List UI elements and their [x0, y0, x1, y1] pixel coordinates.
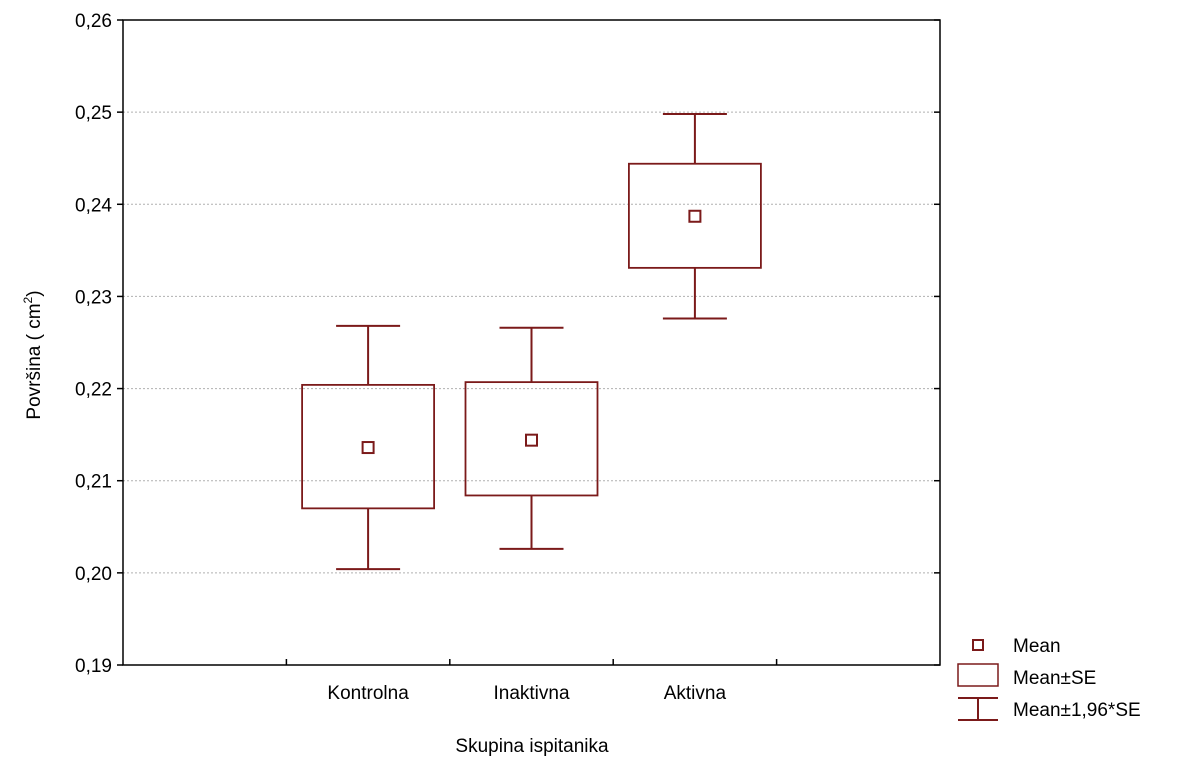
box-group-kontrolna	[301, 324, 436, 571]
y-tick-label: 0,22	[75, 380, 112, 401]
y-axis-label-unit-sup: 2	[21, 296, 35, 303]
x-axis-label: Skupina ispitanika	[455, 736, 609, 757]
box-group-inaktivna	[464, 326, 599, 550]
y-tick-label: 0,26	[75, 11, 112, 32]
y-axis-label-unit-close: )	[24, 290, 45, 296]
se-box	[628, 162, 762, 269]
se-box	[464, 381, 599, 497]
x-axis-ticks: Kontrolna Inaktivna Aktivna	[285, 659, 778, 704]
grid-lines	[123, 111, 940, 574]
legend: Mean Mean±SE Mean±1,96*SE	[957, 636, 1141, 721]
y-axis-label: Površina ( cm2)	[21, 290, 45, 419]
legend-whisker-symbol	[958, 697, 998, 721]
se-box	[301, 383, 436, 510]
y-tick-label: 0,23	[75, 287, 112, 308]
y-axis-label-unit: ( cm	[24, 303, 45, 345]
mean-marker	[361, 441, 375, 455]
y-tick-label: 0,24	[75, 195, 112, 216]
legend-mean-marker	[972, 639, 984, 651]
legend-label-mean-ci: Mean±1,96*SE	[1013, 700, 1141, 721]
y-tick-label: 0,25	[75, 103, 112, 124]
mean-marker	[688, 209, 702, 223]
legend-label-mean-se: Mean±SE	[1013, 668, 1096, 689]
x-tick-label: Kontrolna	[327, 683, 409, 704]
x-tick-label: Aktivna	[664, 683, 727, 704]
mean-marker	[525, 433, 538, 447]
series-marks	[301, 112, 762, 571]
y-tick-label: 0,20	[75, 564, 112, 585]
legend-label-mean: Mean	[1013, 636, 1061, 657]
y-tick-label: 0,19	[75, 656, 112, 677]
legend-se-box	[957, 663, 999, 687]
y-axis-ticks: 0,19 0,20 0,21 0,22 0,23 0,24 0,25 0,26	[75, 11, 940, 677]
plot-area-frame	[122, 19, 941, 666]
y-tick-label: 0,21	[75, 472, 112, 493]
box-group-aktivna	[628, 112, 762, 320]
y-axis-label-name: Površina	[24, 345, 45, 419]
x-tick-label: Inaktivna	[493, 683, 569, 704]
